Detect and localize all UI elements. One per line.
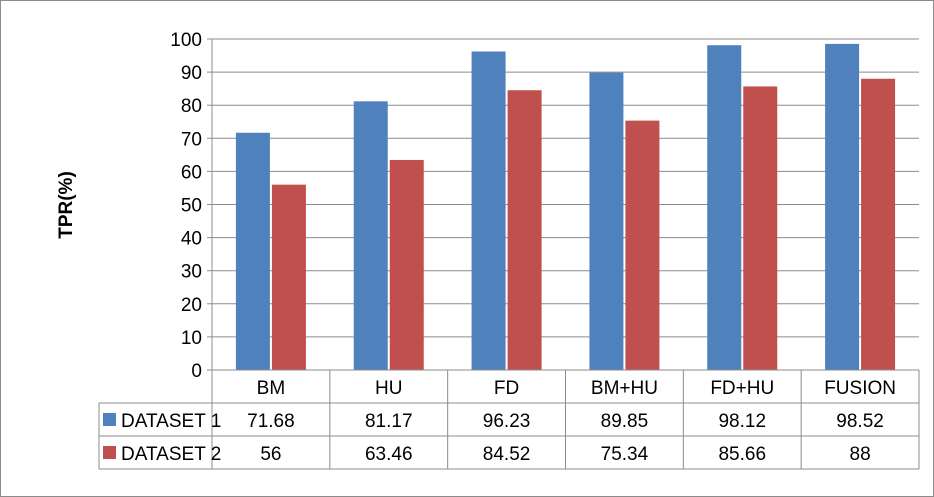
bar-1-hu [353,101,388,370]
bar-1-bm [235,132,270,370]
category-label: FUSION [824,378,896,399]
category-label: BM [257,378,286,399]
y-tick-label: 10 [181,328,202,349]
bar-2-bm-hu [625,120,660,370]
y-tick-label: 20 [181,295,202,316]
y-axis: 0 10 20 30 40 50 60 70 80 90 100 [170,30,213,382]
legend-label: DATASET 2 [121,444,221,465]
y-tick-label: 40 [181,229,202,250]
table-cell-value: 63.46 [365,444,413,465]
category-label: FD+HU [710,378,774,399]
legend-swatch [103,446,116,459]
y-tick-label: 50 [181,196,202,217]
bar-2-hu [389,159,424,370]
bar-2-fd [507,90,542,370]
bar-1-fd [471,51,506,370]
category-label: FD [494,378,519,399]
table-cell-value: 98.52 [836,411,884,432]
category-label: BM+HU [591,378,658,399]
bar-2-fusion [861,78,896,370]
table-cell-value: 71.68 [247,411,295,432]
y-tick-label: 100 [170,30,202,51]
table-cell-value: 75.34 [601,444,649,465]
y-tick-label: 60 [181,162,202,183]
bar-1-bm-hu [589,72,624,370]
table-cell-value: 84.52 [483,444,531,465]
y-tick-label: 0 [191,361,202,382]
table-cell-value: 85.66 [718,444,766,465]
table-cell-value: 81.17 [365,411,413,432]
bar-2-bm [271,184,306,370]
table-cell-value: 88 [850,444,871,465]
y-tick-label: 80 [181,96,202,117]
legend-label: DATASET 1 [121,411,221,432]
legend-swatch [103,413,116,426]
data-table: BM HU FD BM+HU FD+HU FUSION DATASET 1 71.68 81.1… [98,369,920,470]
y-tick-label: 70 [181,129,202,150]
table-cell-value: 98.12 [718,411,766,432]
y-axis-title: TPR(%) [56,171,77,239]
table-cell-value: 56 [260,444,281,465]
bars [235,43,896,371]
bar-1-fd-hu [707,45,742,370]
y-tick-label: 30 [181,262,202,283]
y-tick-label: 90 [181,63,202,84]
bar-2-fd-hu [743,86,778,371]
category-label: HU [375,378,402,399]
table-cell-value: 89.85 [601,411,649,432]
table-cell-value: 96.23 [483,411,531,432]
bar-1-fusion [825,43,860,370]
